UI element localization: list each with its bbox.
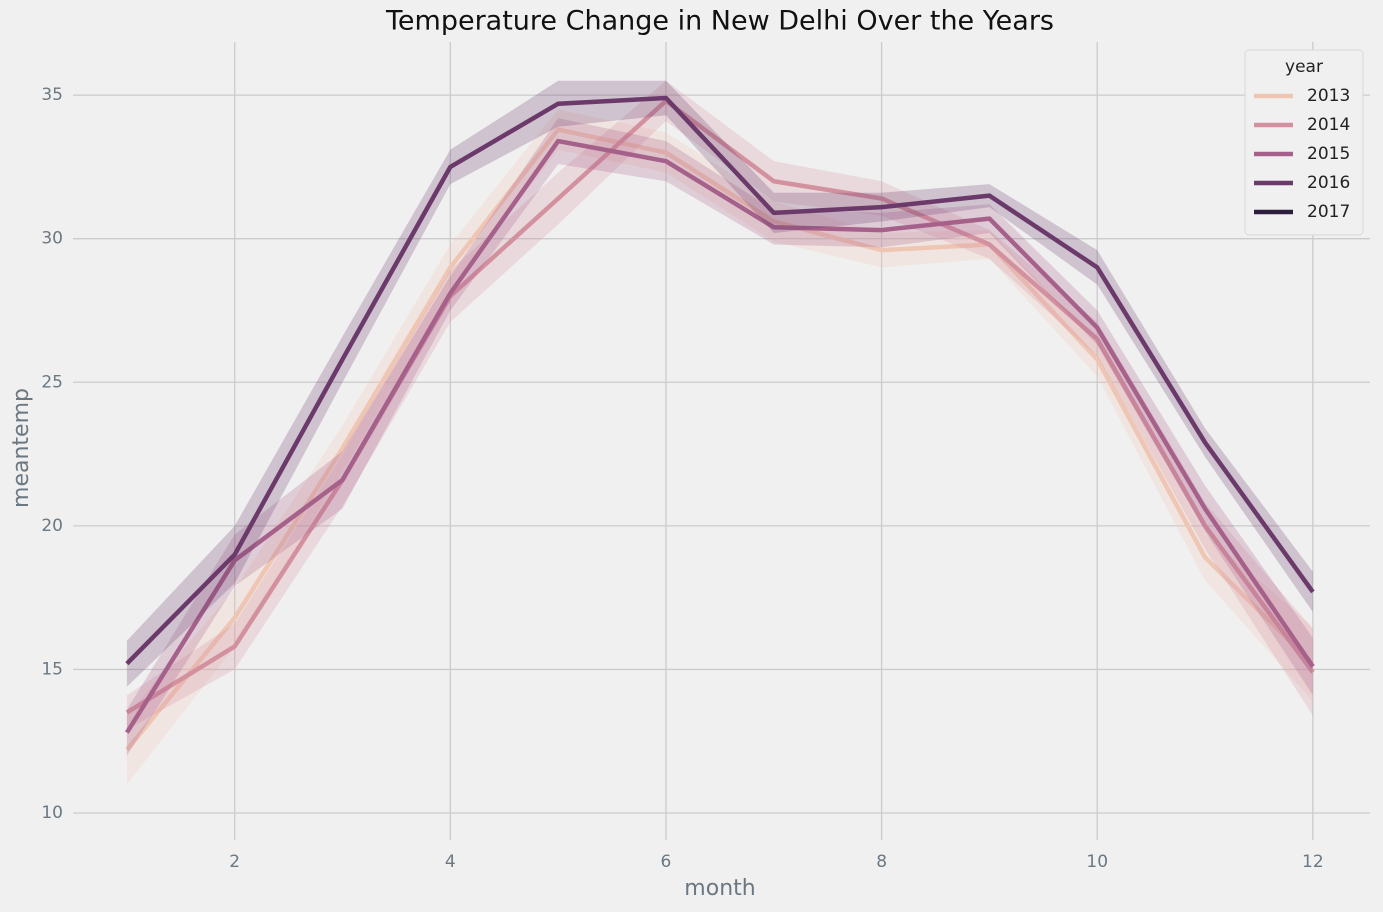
x-tick-label: 4 [445, 852, 456, 872]
line [125, 98, 1315, 715]
legend-label: 2016 [1307, 173, 1350, 193]
x-tick-label: 10 [1086, 852, 1108, 872]
chart-title: Temperature Change in New Delhi Over the… [385, 6, 1054, 37]
y-tick-label: 25 [41, 372, 63, 392]
y-tick-label: 20 [41, 516, 63, 536]
confidence-band [126, 109, 1313, 785]
x-tick-label: 6 [661, 852, 672, 872]
x-tick-label: 8 [876, 852, 887, 872]
confidence-band [126, 80, 1313, 687]
legend-label: 2017 [1307, 202, 1350, 222]
line [125, 127, 1315, 752]
x-axis-label: month [684, 876, 755, 901]
legend-title: year [1285, 57, 1323, 77]
legend-label: 2015 [1307, 144, 1350, 164]
x-tick-label: 12 [1302, 852, 1324, 872]
y-tick-label: 30 [41, 229, 63, 249]
line [124, 138, 1315, 734]
x-tick-label: 2 [229, 852, 240, 872]
line [125, 95, 1315, 666]
legend: year 2013 2014 2015 2016 2017 [1244, 49, 1364, 236]
y-tick-label: 35 [41, 85, 63, 105]
confidence-band [126, 118, 1313, 756]
y-axis-label: meantemp [9, 388, 34, 508]
y-tick-label: 10 [41, 803, 63, 823]
legend-label: 2013 [1307, 86, 1350, 106]
legend-label: 2014 [1307, 115, 1350, 135]
y-tick-label: 15 [41, 659, 63, 679]
